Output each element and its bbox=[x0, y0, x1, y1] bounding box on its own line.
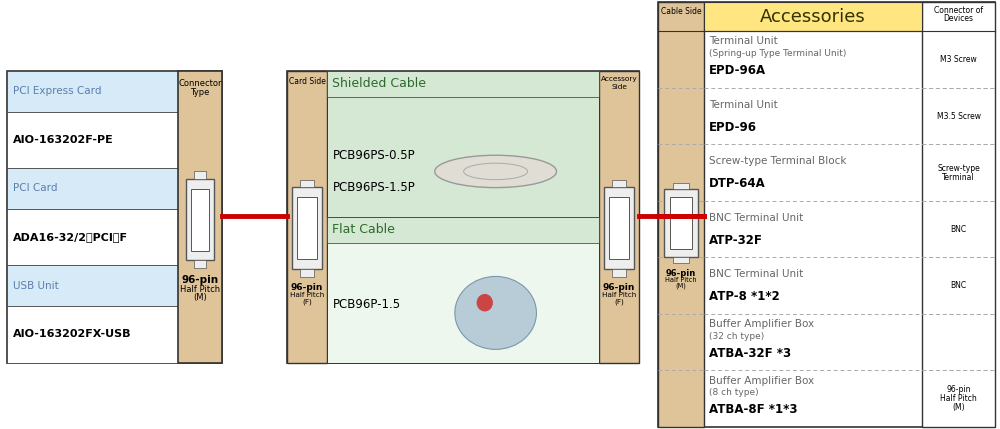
Bar bbox=[327, 217, 599, 363]
Text: Shielded Cable: Shielded Cable bbox=[332, 77, 426, 91]
Text: (F): (F) bbox=[302, 299, 312, 305]
Text: 96-pin: 96-pin bbox=[946, 385, 971, 394]
Bar bbox=[673, 183, 689, 189]
Bar bbox=[704, 2, 922, 31]
Text: Terminal Unit: Terminal Unit bbox=[709, 100, 778, 110]
Bar bbox=[327, 71, 599, 97]
Text: ATBA-32F *3: ATBA-32F *3 bbox=[709, 347, 791, 360]
Text: ATP-8 *1*2: ATP-8 *1*2 bbox=[709, 290, 780, 303]
Ellipse shape bbox=[464, 163, 528, 180]
Text: (32 ch type): (32 ch type) bbox=[709, 332, 764, 341]
Text: BNC Terminal Unit: BNC Terminal Unit bbox=[709, 213, 803, 223]
Bar bbox=[7, 168, 178, 209]
Bar bbox=[7, 71, 178, 112]
Bar bbox=[287, 71, 639, 363]
Text: PCB96PS-1.5P: PCB96PS-1.5P bbox=[333, 181, 416, 194]
Text: (M): (M) bbox=[952, 403, 965, 412]
Bar bbox=[658, 2, 704, 427]
Text: Half Pitch: Half Pitch bbox=[602, 292, 636, 298]
Text: Connector of: Connector of bbox=[934, 6, 983, 15]
Text: Cable Side: Cable Side bbox=[661, 7, 701, 16]
Text: AIO-163202FX-USB: AIO-163202FX-USB bbox=[13, 329, 132, 339]
Bar bbox=[287, 71, 327, 363]
Text: (M): (M) bbox=[193, 293, 207, 302]
Text: 96-pin: 96-pin bbox=[291, 283, 323, 292]
Text: Buffer Amplifier Box: Buffer Amplifier Box bbox=[709, 319, 814, 329]
Bar bbox=[292, 187, 322, 269]
Bar bbox=[7, 209, 178, 265]
Text: M3 Screw: M3 Screw bbox=[940, 55, 977, 64]
Bar bbox=[604, 187, 634, 269]
Bar bbox=[327, 217, 599, 243]
Text: (8 ch type): (8 ch type) bbox=[709, 388, 759, 397]
Bar bbox=[178, 71, 222, 363]
Text: Screw-type Terminal Block: Screw-type Terminal Block bbox=[709, 156, 847, 166]
Text: Accessories: Accessories bbox=[760, 8, 866, 26]
Bar bbox=[670, 197, 692, 249]
Bar bbox=[664, 189, 698, 257]
Bar bbox=[300, 180, 314, 187]
Bar bbox=[327, 71, 599, 217]
Ellipse shape bbox=[455, 276, 536, 349]
Text: Half Pitch: Half Pitch bbox=[290, 292, 324, 298]
Text: Devices: Devices bbox=[944, 14, 974, 22]
Bar bbox=[7, 112, 178, 168]
Bar bbox=[612, 180, 626, 187]
Text: Buffer Amplifier Box: Buffer Amplifier Box bbox=[709, 375, 814, 386]
Text: Half Pitch: Half Pitch bbox=[665, 277, 697, 283]
Bar bbox=[658, 2, 995, 427]
Text: 96-pin: 96-pin bbox=[666, 269, 696, 278]
Text: Card Side: Card Side bbox=[289, 77, 325, 86]
Text: ADA16-32/2（PCI）F: ADA16-32/2（PCI）F bbox=[13, 232, 128, 242]
Bar bbox=[194, 171, 206, 179]
Text: M3.5 Screw: M3.5 Screw bbox=[937, 112, 981, 121]
Text: BNC Terminal Unit: BNC Terminal Unit bbox=[709, 269, 803, 279]
Bar bbox=[612, 269, 626, 277]
Text: ATP-32F: ATP-32F bbox=[709, 234, 763, 247]
Text: PCI Card: PCI Card bbox=[13, 184, 58, 193]
Bar bbox=[186, 179, 214, 260]
Bar bbox=[191, 188, 209, 251]
Bar bbox=[194, 260, 206, 268]
Bar bbox=[599, 71, 639, 363]
Bar bbox=[7, 71, 222, 363]
Text: Type: Type bbox=[190, 88, 210, 97]
Text: Terminal Unit: Terminal Unit bbox=[709, 36, 778, 46]
Text: (F): (F) bbox=[614, 299, 624, 305]
Bar bbox=[7, 306, 178, 363]
Text: USB Unit: USB Unit bbox=[13, 281, 59, 291]
Text: Screw-type: Screw-type bbox=[937, 163, 980, 172]
Text: EPD-96A: EPD-96A bbox=[709, 64, 766, 77]
Text: PCB96PS-0.5P: PCB96PS-0.5P bbox=[333, 149, 416, 162]
Bar bbox=[922, 2, 995, 427]
Text: PCI Express Card: PCI Express Card bbox=[13, 86, 102, 96]
Text: AIO-163202F-PE: AIO-163202F-PE bbox=[13, 135, 114, 145]
Text: PCB96P-1.5: PCB96P-1.5 bbox=[333, 298, 401, 311]
Text: Half Pitch: Half Pitch bbox=[940, 394, 977, 403]
Text: Connector: Connector bbox=[178, 79, 222, 88]
Text: BNC: BNC bbox=[950, 225, 967, 233]
Text: ATBA-8F *1*3: ATBA-8F *1*3 bbox=[709, 403, 798, 417]
Bar bbox=[609, 197, 629, 260]
Text: DTP-64A: DTP-64A bbox=[709, 177, 766, 190]
Text: Flat Cable: Flat Cable bbox=[332, 223, 395, 236]
Ellipse shape bbox=[435, 155, 557, 187]
Bar bbox=[297, 197, 317, 260]
Text: Terminal: Terminal bbox=[942, 172, 975, 181]
Ellipse shape bbox=[477, 294, 493, 311]
Text: EPD-96: EPD-96 bbox=[709, 121, 757, 134]
Text: 96-pin: 96-pin bbox=[181, 275, 219, 285]
Text: (Spring-up Type Terminal Unit): (Spring-up Type Terminal Unit) bbox=[709, 49, 846, 58]
Text: Half Pitch: Half Pitch bbox=[180, 285, 220, 294]
Text: Accessory: Accessory bbox=[601, 76, 637, 82]
Text: 96-pin: 96-pin bbox=[603, 283, 635, 292]
Bar bbox=[300, 269, 314, 277]
Text: Side: Side bbox=[611, 84, 627, 90]
Bar bbox=[7, 265, 178, 306]
Bar bbox=[673, 257, 689, 263]
Text: BNC: BNC bbox=[950, 281, 967, 290]
Text: (M): (M) bbox=[676, 282, 686, 289]
